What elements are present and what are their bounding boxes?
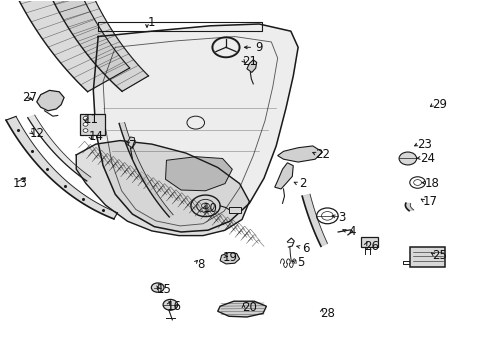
Circle shape <box>83 129 88 132</box>
Text: 10: 10 <box>203 202 217 215</box>
Polygon shape <box>405 203 413 211</box>
Polygon shape <box>37 90 64 111</box>
Polygon shape <box>93 24 298 232</box>
Bar <box>228 207 241 213</box>
Text: 20: 20 <box>242 301 256 314</box>
Text: 19: 19 <box>222 251 237 264</box>
Polygon shape <box>302 194 327 246</box>
Polygon shape <box>76 140 249 235</box>
Text: 11: 11 <box>83 113 98 126</box>
Circle shape <box>83 117 88 120</box>
Polygon shape <box>6 116 117 219</box>
Text: 26: 26 <box>363 240 378 253</box>
Text: 28: 28 <box>319 307 334 320</box>
Circle shape <box>83 123 88 126</box>
Polygon shape <box>28 115 91 181</box>
Circle shape <box>151 283 163 292</box>
Polygon shape <box>277 146 322 162</box>
Polygon shape <box>119 122 173 217</box>
Polygon shape <box>165 157 232 191</box>
Text: 13: 13 <box>13 177 28 190</box>
Circle shape <box>398 152 416 165</box>
Circle shape <box>163 300 177 310</box>
Text: 5: 5 <box>296 256 304 269</box>
Text: 15: 15 <box>156 283 171 296</box>
Text: 8: 8 <box>197 258 204 271</box>
Polygon shape <box>0 0 129 92</box>
Text: 24: 24 <box>419 152 434 165</box>
Bar <box>409 247 445 267</box>
Polygon shape <box>41 0 148 91</box>
Bar <box>360 237 377 247</box>
Text: 3: 3 <box>338 211 345 224</box>
Text: 21: 21 <box>242 55 256 68</box>
Text: 23: 23 <box>417 138 431 150</box>
Text: 1: 1 <box>148 16 155 29</box>
Text: 6: 6 <box>302 242 309 255</box>
Text: 18: 18 <box>424 177 439 190</box>
Text: 17: 17 <box>422 195 436 208</box>
Polygon shape <box>274 163 293 189</box>
Polygon shape <box>246 60 256 72</box>
Text: 27: 27 <box>22 91 38 104</box>
Text: 4: 4 <box>347 225 355 238</box>
Polygon shape <box>126 137 135 148</box>
Text: 22: 22 <box>314 148 329 161</box>
Text: 16: 16 <box>166 300 181 313</box>
Circle shape <box>201 203 209 209</box>
Text: 9: 9 <box>255 41 263 54</box>
Text: 25: 25 <box>431 249 446 262</box>
Polygon shape <box>220 252 239 264</box>
Text: 2: 2 <box>299 177 306 190</box>
Text: 29: 29 <box>431 98 446 111</box>
Text: 14: 14 <box>88 130 103 144</box>
Polygon shape <box>217 301 266 317</box>
Text: 12: 12 <box>30 127 45 140</box>
Text: 7: 7 <box>128 139 136 152</box>
Bar <box>80 114 105 135</box>
